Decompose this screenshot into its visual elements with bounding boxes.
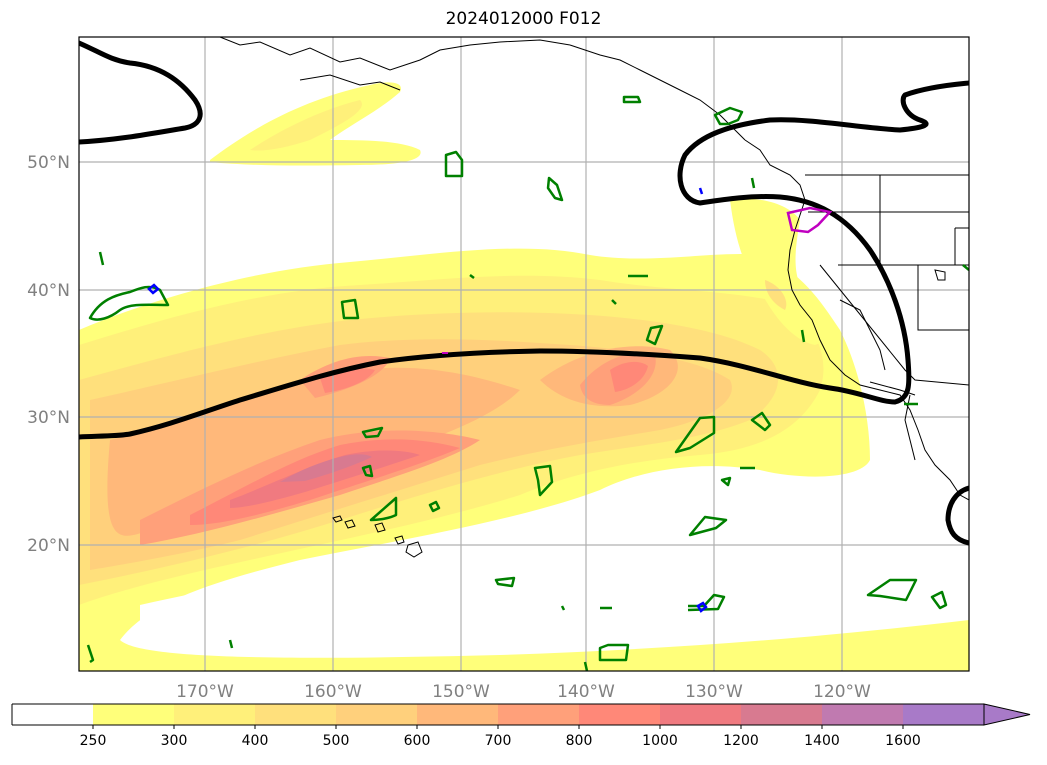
ivt-band-1000 xyxy=(230,450,420,508)
ivt-band-800-east xyxy=(610,361,648,392)
lon-label: 140°W xyxy=(557,682,615,702)
lon-labels: 170°W 160°W 150°W 140°W 130°W 120°W xyxy=(176,682,871,702)
colorbar-tick-label: 800 xyxy=(566,733,593,749)
colorbar-tick-label: 1600 xyxy=(885,733,921,749)
colorbar-extend-arrow xyxy=(983,703,1031,726)
map-title: 2024012000 F012 xyxy=(445,9,602,29)
colorbar-tick-label: 1400 xyxy=(804,733,840,749)
colorbar-tick-label: 1000 xyxy=(642,733,678,749)
lon-label: 170°W xyxy=(176,682,234,702)
colorbar-tick-label: 600 xyxy=(404,733,431,749)
lat-label: 50°N xyxy=(27,153,70,173)
colorbar-tick-label: 400 xyxy=(242,733,269,749)
ivt-coastal-filament-300 xyxy=(765,280,787,310)
moisture-transport-field xyxy=(79,37,969,671)
lon-label: 150°W xyxy=(432,682,490,702)
lat-labels: 50°N 40°N 30°N 20°N xyxy=(27,153,70,556)
colorbar-tick-label: 300 xyxy=(161,733,188,749)
colorbar-swatch xyxy=(579,704,660,725)
colorbar-swatch xyxy=(255,704,336,725)
black-contour-southeast xyxy=(945,485,969,546)
colorbar: 250 300 400 500 600 700 800 1000 1200 1400 1600 xyxy=(11,703,1031,749)
black-contours xyxy=(79,40,969,546)
ivt-band-1200 xyxy=(280,454,372,482)
colorbar-swatch xyxy=(822,704,903,725)
ivt-band-300-north xyxy=(250,100,362,151)
colorbar-tick-label: 700 xyxy=(485,733,512,749)
lat-label: 30°N xyxy=(27,408,70,428)
colorbar-swatch xyxy=(498,704,579,725)
black-contour-northwest xyxy=(79,40,203,145)
colorbar-swatch xyxy=(336,704,417,725)
magenta-contour xyxy=(786,206,833,234)
lat-label: 20°N xyxy=(27,536,70,556)
lat-label: 40°N xyxy=(27,281,70,301)
coastlines xyxy=(219,37,969,558)
lon-label: 120°W xyxy=(813,682,871,702)
green-contours xyxy=(86,95,969,671)
map-frame xyxy=(78,36,970,672)
colorbar-swatch xyxy=(12,704,93,725)
ivt-coastal-filament xyxy=(730,198,826,345)
blue-contours xyxy=(147,187,708,613)
colorbar-swatch xyxy=(93,704,174,725)
lon-label: 160°W xyxy=(304,682,362,702)
colorbar-tick-label: 1200 xyxy=(723,733,759,749)
colorbar-swatch xyxy=(741,704,822,725)
ivt-gap-south xyxy=(140,470,969,643)
colorbar-swatch xyxy=(174,704,255,725)
colorbar-swatch xyxy=(417,704,498,725)
colorbar-tick-label: 250 xyxy=(80,733,107,749)
lon-label: 130°W xyxy=(685,682,743,702)
colorbar-tick-label: 500 xyxy=(323,733,350,749)
colorbar-swatch xyxy=(660,704,741,725)
colorbar-swatch xyxy=(903,704,984,725)
black-contour-south xyxy=(79,80,969,440)
